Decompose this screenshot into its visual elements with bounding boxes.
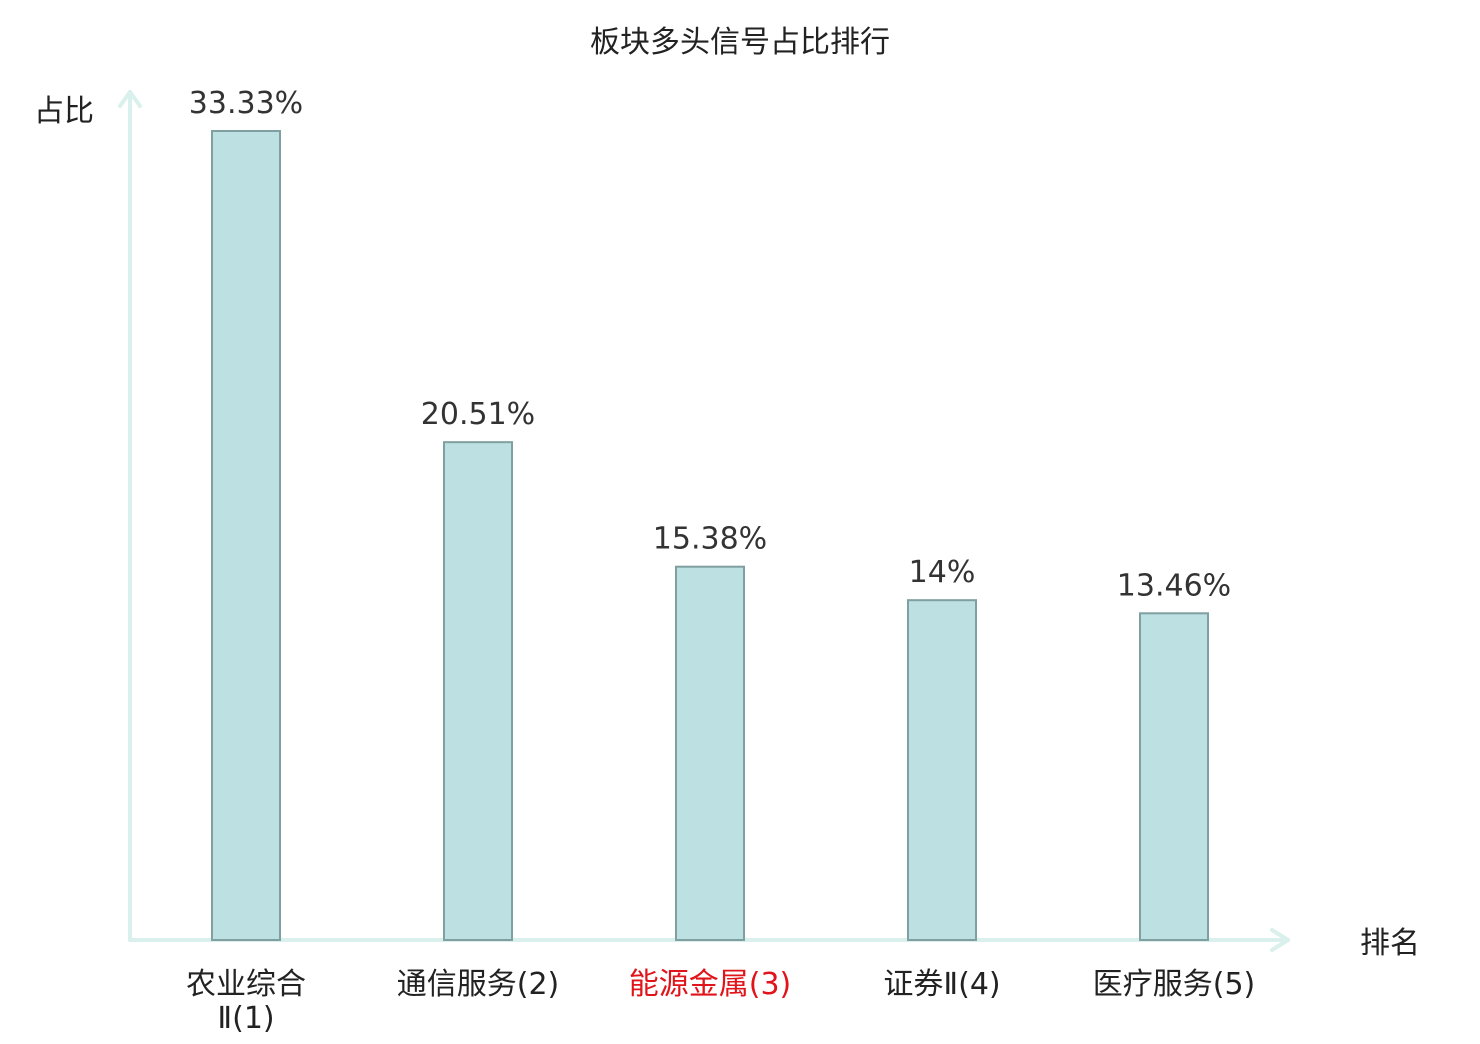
category-label: 证券Ⅱ(4) bbox=[883, 967, 1000, 1002]
y-axis-label: 占比 bbox=[34, 94, 94, 129]
bars-group bbox=[211, 130, 1209, 942]
x-axis-label: 排名 bbox=[1360, 926, 1420, 961]
category-label: 通信服务(2) bbox=[397, 967, 560, 1002]
y-axis-arrow bbox=[118, 90, 142, 108]
value-label: 33.33% bbox=[189, 86, 303, 121]
category-label: 医疗服务(5) bbox=[1093, 967, 1256, 1002]
value-label: 15.38% bbox=[653, 522, 767, 557]
bar bbox=[675, 565, 745, 941]
value-label: 20.51% bbox=[421, 397, 535, 432]
bar bbox=[443, 441, 513, 941]
value-label: 14% bbox=[909, 555, 976, 590]
category-label: 能源金属(3) bbox=[629, 967, 792, 1002]
bar bbox=[907, 599, 977, 942]
bar bbox=[211, 130, 281, 941]
category-label: 农业综合 bbox=[186, 967, 306, 1002]
value-label: 13.46% bbox=[1117, 568, 1231, 603]
bar bbox=[1139, 612, 1209, 942]
x-axis-arrow bbox=[1270, 928, 1290, 952]
chart-title: 板块多头信号占比排行 bbox=[590, 25, 890, 60]
value-labels-group: 33.33% 20.51% 15.38% 14% 13.46% bbox=[189, 86, 1231, 603]
category-label: Ⅱ(1) bbox=[217, 1001, 274, 1036]
